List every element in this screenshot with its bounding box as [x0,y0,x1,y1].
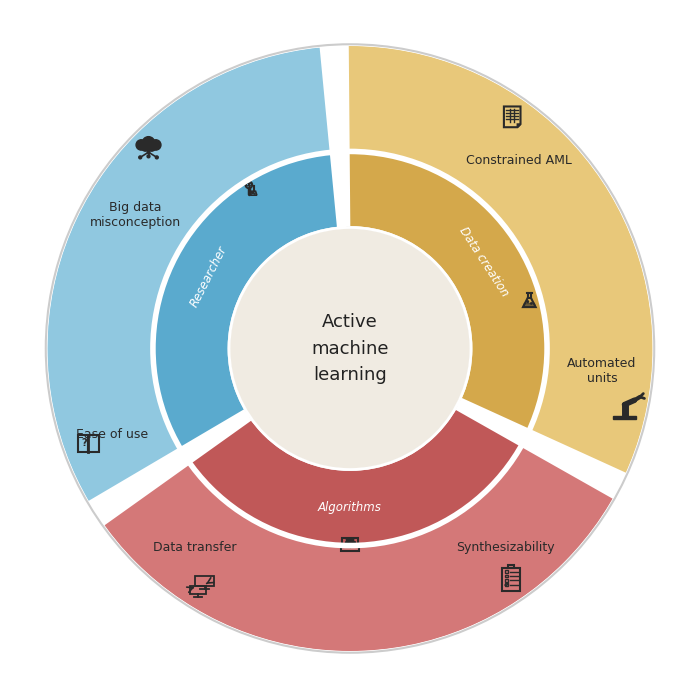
Circle shape [147,151,150,153]
Text: Algorithms: Algorithms [318,501,382,514]
Polygon shape [613,415,636,419]
Circle shape [623,403,626,406]
Circle shape [633,399,636,401]
Polygon shape [523,303,536,307]
Text: Constrained AML: Constrained AML [466,154,572,167]
Text: Big data
misconception: Big data misconception [90,201,181,229]
Circle shape [254,193,255,194]
Circle shape [229,227,471,470]
Circle shape [141,143,150,151]
Text: Data creation: Data creation [456,224,511,299]
Text: Synthesizability: Synthesizability [456,541,555,554]
Circle shape [252,192,253,194]
Circle shape [136,140,146,150]
Circle shape [155,156,158,159]
Wedge shape [102,445,615,652]
Wedge shape [153,153,338,448]
Circle shape [139,156,141,159]
Wedge shape [349,151,547,430]
Circle shape [142,137,155,149]
Circle shape [148,143,156,151]
Circle shape [147,155,150,158]
Text: Data transfer: Data transfer [153,541,236,554]
Text: Active
machine
learning: Active machine learning [312,313,388,384]
Text: ?: ? [81,438,87,448]
Wedge shape [46,46,331,503]
Wedge shape [347,45,654,475]
Circle shape [150,140,161,150]
Wedge shape [190,408,522,546]
Text: Researcher: Researcher [188,243,230,309]
Text: Ease of use: Ease of use [76,429,148,441]
Text: Automated
units: Automated units [567,357,636,385]
